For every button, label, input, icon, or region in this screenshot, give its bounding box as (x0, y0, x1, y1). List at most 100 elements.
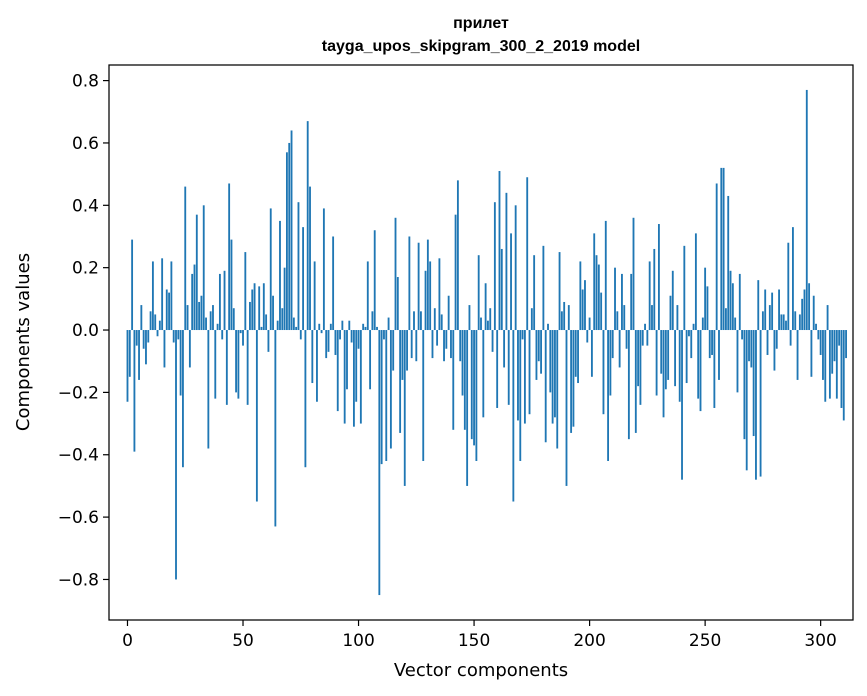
bar (246, 330, 249, 405)
bar (715, 183, 718, 331)
x-tick-label: 0 (122, 631, 133, 651)
bar (498, 171, 501, 331)
bar (586, 330, 589, 343)
bar (685, 330, 688, 384)
bar (729, 270, 732, 331)
bar (436, 330, 439, 346)
bar (422, 330, 425, 461)
y-axis-label: Components values (13, 253, 34, 431)
bar (235, 330, 238, 393)
bar (366, 261, 369, 331)
y-tick-label: −0.2 (58, 383, 99, 403)
bar (745, 330, 748, 471)
bar (385, 330, 388, 461)
bar (172, 330, 175, 343)
bar (309, 186, 311, 331)
bar (269, 208, 272, 331)
bar (313, 261, 316, 331)
bar (651, 305, 653, 331)
bar (722, 167, 725, 331)
bar (480, 317, 482, 331)
bar (281, 308, 284, 331)
bar (359, 330, 362, 424)
bar (780, 314, 783, 331)
bar (558, 252, 561, 331)
y-tick-label: −0.4 (58, 446, 99, 466)
bar (290, 130, 293, 331)
bar (456, 180, 459, 331)
bar (574, 330, 577, 377)
y-tick-label: 0.6 (72, 134, 99, 154)
bar (131, 239, 134, 331)
bar (339, 330, 341, 340)
y-tick-label: 0.8 (72, 72, 99, 92)
bar (706, 286, 709, 331)
bar (341, 320, 344, 331)
bar (429, 261, 432, 331)
bar (320, 330, 323, 334)
bar (364, 326, 367, 331)
bar (482, 330, 485, 418)
bar (288, 142, 291, 331)
bar (833, 330, 836, 362)
bar (660, 330, 663, 374)
bar (285, 152, 288, 331)
bar (267, 330, 270, 352)
bar (443, 330, 445, 362)
bar (567, 305, 570, 331)
bar (817, 330, 820, 340)
bar (389, 330, 392, 449)
bar (607, 330, 610, 461)
bar (188, 330, 191, 368)
x-tick-label: 150 (458, 631, 490, 651)
bar (244, 252, 247, 331)
bar (332, 236, 335, 331)
bar (142, 330, 145, 349)
bar (376, 326, 378, 331)
bar (544, 330, 547, 443)
bar (805, 89, 808, 331)
bar (618, 330, 621, 368)
bar (523, 330, 526, 424)
bar (646, 330, 649, 346)
bar (819, 330, 822, 355)
bar (133, 330, 136, 452)
bar (627, 330, 630, 440)
bar (787, 242, 790, 331)
bar (147, 330, 150, 343)
bar (470, 330, 473, 440)
bar (165, 289, 168, 331)
bar (648, 261, 651, 331)
bar (346, 330, 348, 390)
x-tick-label: 300 (804, 631, 836, 651)
bar (424, 270, 427, 331)
bar (803, 289, 806, 331)
y-axis-ticks: −0.8 −0.6 −0.4 −0.2 0.0 0.2 0.4 0.6 0.8 (58, 72, 109, 590)
bar (692, 323, 695, 331)
bar (771, 292, 774, 331)
bar (551, 330, 554, 424)
bar (792, 227, 794, 331)
bar (778, 289, 780, 331)
bar (336, 330, 339, 412)
x-axis-label: Vector components (394, 660, 568, 681)
bar (609, 330, 612, 396)
bar (810, 330, 813, 377)
bar (743, 330, 746, 440)
bar (306, 121, 309, 331)
bar (487, 320, 489, 331)
bar (697, 330, 700, 399)
bar (688, 330, 690, 337)
bar (239, 330, 242, 334)
bar (588, 317, 591, 331)
bar (581, 289, 584, 331)
x-axis-ticks: 0 50 100 150 200 250 300 (122, 620, 837, 651)
bar (225, 330, 228, 405)
bar (325, 330, 328, 359)
bar (260, 326, 263, 331)
bar-series (126, 89, 847, 596)
bar (838, 330, 841, 346)
bar (357, 330, 360, 349)
bar (302, 227, 305, 331)
bar (542, 245, 545, 331)
